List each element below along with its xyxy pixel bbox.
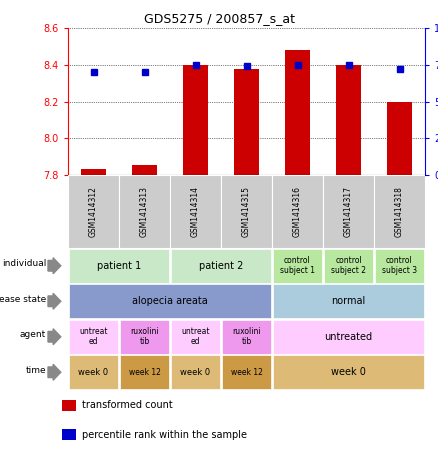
Bar: [272, 320, 424, 354]
Bar: [62, 429, 76, 440]
Text: untreat
ed: untreat ed: [181, 327, 210, 347]
Bar: [68, 355, 119, 389]
Bar: [323, 175, 374, 248]
Text: GSM1414315: GSM1414315: [242, 186, 251, 237]
Bar: [324, 249, 374, 283]
Text: week 12: week 12: [129, 368, 160, 377]
Bar: [81, 169, 106, 175]
Text: control
subject 2: control subject 2: [331, 256, 366, 275]
FancyArrow shape: [48, 364, 61, 380]
Text: individual: individual: [2, 260, 46, 269]
Bar: [221, 175, 272, 248]
Text: GSM1414316: GSM1414316: [293, 186, 302, 237]
Text: alopecia areata: alopecia areata: [132, 296, 208, 306]
Bar: [170, 175, 221, 248]
Bar: [285, 50, 310, 175]
Bar: [68, 284, 272, 318]
Bar: [120, 320, 170, 354]
Text: week 0: week 0: [180, 368, 211, 377]
Bar: [336, 65, 361, 175]
Bar: [170, 249, 272, 283]
Text: GSM1414317: GSM1414317: [344, 186, 353, 237]
Text: week 0: week 0: [78, 368, 109, 377]
Text: week 12: week 12: [230, 368, 262, 377]
FancyArrow shape: [48, 329, 61, 345]
Text: transformed count: transformed count: [82, 400, 173, 410]
FancyArrow shape: [48, 293, 61, 309]
Bar: [132, 165, 157, 175]
Text: agent: agent: [20, 331, 46, 339]
Text: GSM1414312: GSM1414312: [89, 186, 98, 237]
Bar: [183, 65, 208, 175]
Text: week 0: week 0: [331, 367, 366, 377]
Text: ruxolini
tib: ruxolini tib: [130, 327, 159, 347]
Bar: [68, 320, 119, 354]
Text: time: time: [25, 366, 46, 375]
FancyArrow shape: [48, 258, 61, 274]
Bar: [374, 175, 425, 248]
Text: normal: normal: [332, 296, 366, 306]
Bar: [387, 101, 412, 175]
Text: untreated: untreated: [325, 332, 373, 342]
Text: percentile rank within the sample: percentile rank within the sample: [82, 430, 247, 440]
Bar: [272, 175, 323, 248]
Bar: [119, 175, 170, 248]
Bar: [272, 284, 424, 318]
Text: untreat
ed: untreat ed: [79, 327, 108, 347]
Bar: [272, 355, 424, 389]
Text: control
subject 3: control subject 3: [382, 256, 417, 275]
Text: GSM1414318: GSM1414318: [395, 186, 404, 237]
Bar: [222, 355, 272, 389]
Text: GDS5275 / 200857_s_at: GDS5275 / 200857_s_at: [144, 12, 294, 25]
Bar: [120, 355, 170, 389]
Bar: [170, 320, 220, 354]
Bar: [234, 69, 259, 175]
Text: GSM1414313: GSM1414313: [140, 186, 149, 237]
Bar: [68, 249, 170, 283]
Bar: [170, 355, 220, 389]
Bar: [62, 400, 76, 411]
Bar: [222, 320, 272, 354]
Bar: [68, 175, 119, 248]
Bar: [374, 249, 424, 283]
Text: GSM1414314: GSM1414314: [191, 186, 200, 237]
Text: disease state: disease state: [0, 295, 46, 304]
Text: ruxolini
tib: ruxolini tib: [232, 327, 261, 347]
Text: patient 2: patient 2: [199, 261, 243, 271]
Text: patient 1: patient 1: [97, 261, 141, 271]
Bar: [272, 249, 322, 283]
Text: control
subject 1: control subject 1: [280, 256, 315, 275]
